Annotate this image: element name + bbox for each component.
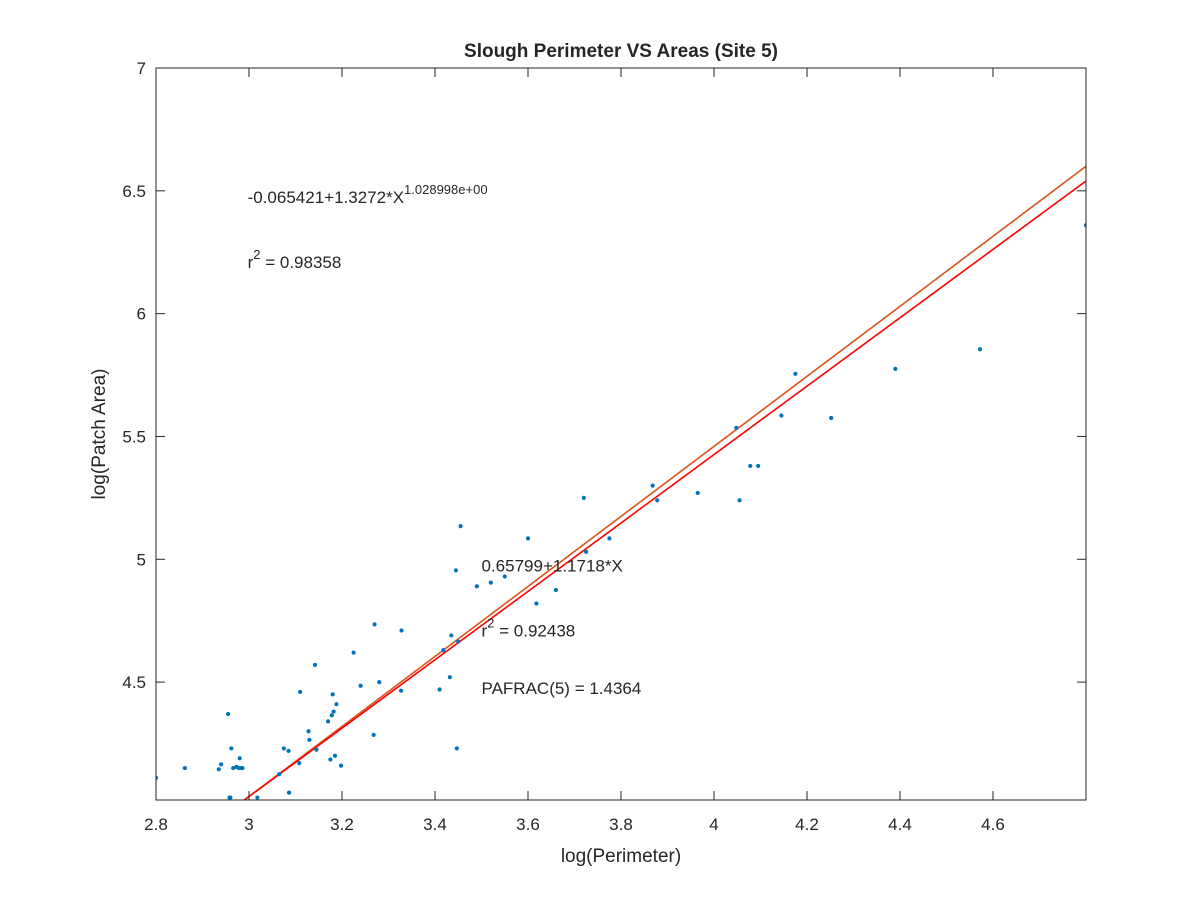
data-point bbox=[977, 347, 983, 352]
data-point bbox=[334, 702, 339, 707]
data-point bbox=[488, 580, 493, 585]
data-point bbox=[581, 495, 586, 500]
y-tick-label: 6 bbox=[137, 305, 146, 324]
data-point bbox=[330, 692, 335, 697]
annotation-pafrac: PAFRAC(5) = 1.4364 bbox=[482, 679, 642, 698]
nonlinear-fit-line bbox=[243, 165, 1086, 800]
x-tick-label: 3.2 bbox=[330, 815, 354, 834]
data-point bbox=[454, 746, 459, 751]
data-point bbox=[534, 601, 539, 606]
data-point bbox=[502, 574, 507, 579]
annotation-eq2: 0.65799+1.1718*X bbox=[482, 556, 623, 575]
data-point bbox=[1083, 223, 1086, 228]
x-tick-label: 3.8 bbox=[609, 815, 633, 834]
data-point bbox=[216, 767, 221, 772]
data-point bbox=[307, 737, 312, 742]
x-tick-label: 4 bbox=[709, 815, 718, 834]
data-layer bbox=[156, 165, 1086, 800]
data-point bbox=[328, 757, 333, 762]
data-point bbox=[314, 747, 319, 752]
annotation-r2a: r2 = 0.98358 bbox=[248, 247, 342, 272]
data-point bbox=[297, 761, 302, 766]
y-tick-label: 6.5 bbox=[122, 182, 146, 201]
data-point bbox=[277, 772, 282, 777]
data-point bbox=[447, 675, 452, 680]
data-point bbox=[312, 662, 318, 667]
y-axis-label: log(Patch Area) bbox=[89, 369, 110, 500]
x-tick-label: 4.2 bbox=[795, 815, 819, 834]
data-point bbox=[553, 587, 559, 593]
data-point bbox=[607, 536, 612, 541]
data-point bbox=[737, 498, 742, 503]
data-point bbox=[182, 765, 187, 771]
y-tick-label: 5 bbox=[137, 550, 146, 569]
x-axis-label: log(Perimeter) bbox=[561, 846, 681, 867]
data-point bbox=[650, 483, 655, 488]
data-point bbox=[372, 622, 377, 627]
data-point bbox=[306, 729, 311, 734]
data-point bbox=[229, 746, 234, 751]
data-point bbox=[325, 719, 331, 724]
data-point bbox=[219, 762, 224, 767]
y-tick-label: 4.5 bbox=[122, 673, 146, 692]
data-point bbox=[338, 763, 344, 768]
data-point bbox=[240, 765, 245, 771]
data-point bbox=[734, 425, 739, 430]
data-point bbox=[377, 679, 382, 685]
data-point bbox=[525, 536, 531, 541]
data-point bbox=[358, 683, 363, 688]
data-point bbox=[793, 371, 798, 376]
data-point bbox=[399, 628, 404, 633]
data-point bbox=[474, 584, 479, 589]
x-tick-label: 3.6 bbox=[516, 815, 540, 834]
data-point bbox=[453, 568, 459, 573]
annotation-eq1: -0.065421+1.3272*X1.028998e+00 bbox=[248, 182, 488, 207]
data-point bbox=[281, 746, 286, 751]
data-point bbox=[231, 765, 236, 771]
y-tick-label: 5.5 bbox=[122, 427, 146, 446]
x-tick-label: 2.8 bbox=[144, 815, 168, 834]
data-point bbox=[331, 709, 336, 714]
data-point bbox=[449, 633, 454, 638]
data-point bbox=[458, 524, 463, 529]
data-point bbox=[756, 463, 761, 469]
data-point bbox=[351, 650, 356, 655]
data-point bbox=[829, 415, 834, 421]
x-tick-label: 4.4 bbox=[888, 815, 912, 834]
data-point bbox=[371, 732, 376, 738]
data-point bbox=[156, 775, 159, 780]
data-point bbox=[286, 790, 292, 795]
x-tick-label: 4.6 bbox=[981, 815, 1005, 834]
data-point bbox=[655, 498, 660, 503]
data-point bbox=[227, 795, 232, 800]
plot-area: 2.8 3 3.2 3.4 3.6 3.8 4 4.2 4.4 4.6 4.5 5 5.5 6 6.5 7 -0… bbox=[122, 59, 1087, 834]
data-point bbox=[695, 490, 700, 496]
data-point bbox=[748, 463, 753, 469]
x-tick-label: 3.4 bbox=[423, 815, 447, 834]
data-point bbox=[332, 753, 338, 758]
data-point bbox=[437, 687, 442, 692]
data-point bbox=[584, 549, 589, 555]
annotation-r2b: r2 = 0.92438 bbox=[482, 616, 576, 641]
data-point bbox=[237, 756, 242, 761]
linear-fit-line bbox=[243, 180, 1086, 800]
data-point bbox=[329, 713, 334, 718]
data-point bbox=[779, 413, 784, 418]
data-point bbox=[893, 366, 898, 372]
y-tick-label: 7 bbox=[137, 59, 146, 78]
data-point bbox=[225, 711, 231, 717]
data-point bbox=[398, 688, 404, 693]
data-point bbox=[456, 639, 461, 644]
x-tick-label: 3 bbox=[244, 815, 253, 834]
data-point bbox=[286, 748, 291, 753]
data-point bbox=[298, 689, 303, 695]
data-point bbox=[255, 795, 260, 800]
chart-title: Slough Perimeter VS Areas (Site 5) bbox=[464, 41, 778, 62]
data-point bbox=[441, 648, 446, 653]
